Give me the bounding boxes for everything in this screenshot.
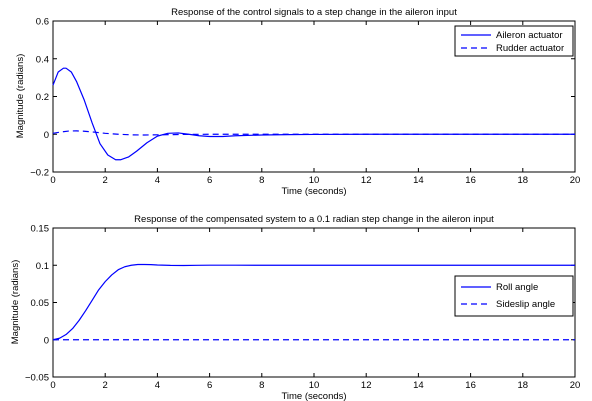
y-tick-label: 0 bbox=[44, 335, 49, 346]
x-tick-label: 4 bbox=[155, 380, 160, 391]
legend-label-roll-angle: Roll angle bbox=[496, 282, 538, 293]
x-tick-label: 8 bbox=[259, 175, 264, 186]
y-axis-label: Magnitude (radians) bbox=[10, 260, 21, 345]
legend-label-rudder-actuator: Rudder actuator bbox=[496, 43, 564, 54]
x-tick-label: 12 bbox=[361, 380, 372, 391]
x-axis-label: Time (seconds) bbox=[281, 186, 346, 197]
y-tick-label: −0.05 bbox=[25, 373, 49, 384]
x-tick-label: 2 bbox=[103, 175, 108, 186]
x-tick-label: 6 bbox=[207, 175, 212, 186]
x-tick-label: 18 bbox=[518, 380, 529, 391]
plot-title: Response of the compensated system to a … bbox=[134, 214, 494, 225]
x-axis-label: Time (seconds) bbox=[281, 391, 346, 401]
axis-ticks: 0 2 4 6 8 10 12 14 16 18 20−0.200.20.40.6 bbox=[30, 17, 580, 187]
control-signals-plot: Response of the control signals to a ste… bbox=[15, 7, 580, 197]
x-tick-label: 2 bbox=[103, 380, 108, 391]
legend: Roll angle Sideslip angle bbox=[454, 275, 574, 317]
y-axis-label: Magnitude (radians) bbox=[15, 54, 26, 139]
x-tick-label: 16 bbox=[465, 175, 476, 186]
y-tick-label: 0.2 bbox=[36, 92, 49, 103]
x-tick-label: 10 bbox=[309, 380, 320, 391]
legend-box bbox=[454, 275, 574, 317]
y-tick-label: 0.1 bbox=[36, 261, 49, 272]
series-layer bbox=[52, 67, 575, 161]
y-tick-label: −0.2 bbox=[30, 168, 49, 179]
x-tick-label: 14 bbox=[413, 380, 424, 391]
y-tick-label: 0.6 bbox=[36, 17, 49, 28]
plot-title: Response of the control signals to a ste… bbox=[171, 7, 457, 18]
x-tick-label: 20 bbox=[570, 175, 581, 186]
legend-label-sideslip-angle: Sideslip angle bbox=[496, 299, 555, 310]
legend-box bbox=[454, 25, 574, 57]
y-tick-label: 0 bbox=[44, 130, 49, 141]
x-tick-label: 16 bbox=[465, 380, 476, 391]
compensated-system-plot: Response of the compensated system to a … bbox=[10, 214, 580, 401]
x-tick-label: 0 bbox=[50, 175, 55, 186]
y-tick-label: 0.4 bbox=[36, 54, 49, 65]
x-tick-label: 20 bbox=[570, 380, 581, 391]
x-tick-label: 6 bbox=[207, 380, 212, 391]
legend-label-aileron-actuator: Aileron actuator bbox=[496, 30, 563, 41]
x-tick-label: 4 bbox=[155, 175, 160, 186]
series-line-roll-angle bbox=[52, 263, 575, 341]
x-tick-label: 0 bbox=[50, 380, 55, 391]
x-tick-label: 10 bbox=[309, 175, 320, 186]
series-layer bbox=[52, 263, 575, 341]
legend: Aileron actuator Rudder actuator bbox=[454, 25, 574, 57]
series-line-rudder-actuator bbox=[52, 130, 575, 136]
y-tick-label: 0.05 bbox=[31, 298, 50, 309]
x-tick-label: 18 bbox=[518, 175, 529, 186]
x-tick-label: 12 bbox=[361, 175, 372, 186]
y-tick-label: 0.15 bbox=[31, 224, 50, 235]
x-tick-label: 14 bbox=[413, 175, 424, 186]
x-tick-label: 8 bbox=[259, 380, 264, 391]
